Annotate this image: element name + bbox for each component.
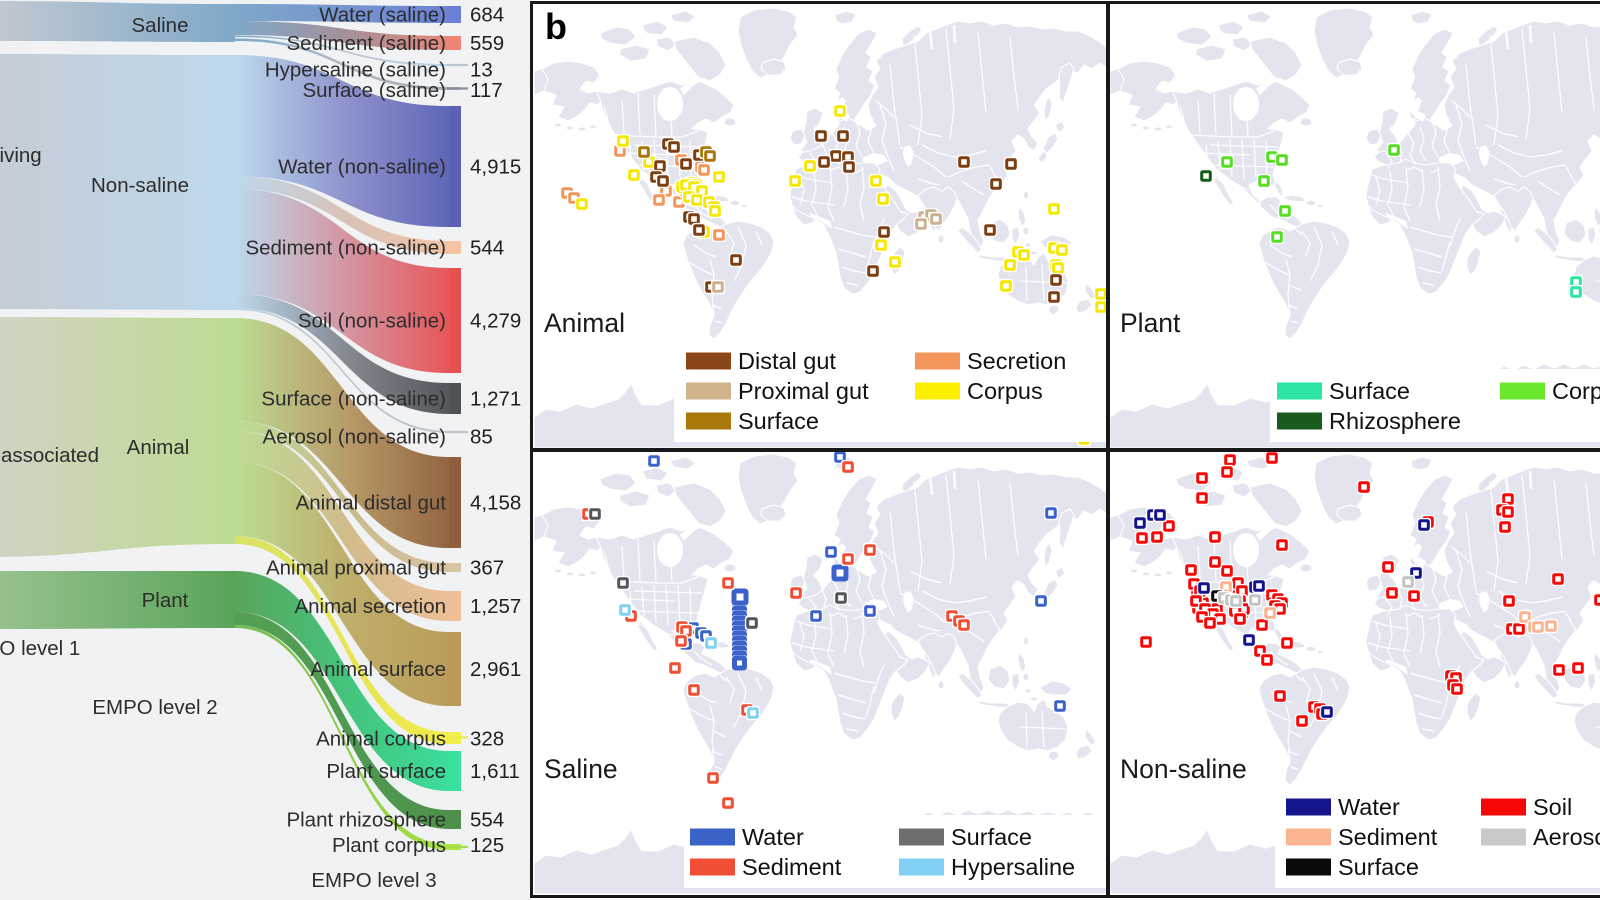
svg-text:Rhizosphere: Rhizosphere xyxy=(1329,408,1461,434)
svg-text:117: 117 xyxy=(470,79,503,102)
svg-text:Saline: Saline xyxy=(132,14,189,37)
svg-text:Plant: Plant xyxy=(142,589,189,612)
svg-text:Sediment (saline): Sediment (saline) xyxy=(286,32,446,55)
svg-text:1,611: 1,611 xyxy=(470,760,520,783)
svg-text:Animal surface: Animal surface xyxy=(310,658,446,681)
svg-text:Water: Water xyxy=(742,824,804,850)
svg-text:Plant corpus: Plant corpus xyxy=(332,834,446,857)
svg-text:Corpus: Corpus xyxy=(1552,378,1600,404)
svg-text:Animal corpus: Animal corpus xyxy=(316,728,446,751)
svg-text:Water: Water xyxy=(1338,794,1400,820)
svg-text:Aerosol: Aerosol xyxy=(1533,824,1600,850)
svg-text:Plant surface: Plant surface xyxy=(326,760,446,783)
svg-text:Aerosol (non-saline): Aerosol (non-saline) xyxy=(263,426,446,449)
svg-text:EMPO level 1: EMPO level 1 xyxy=(0,637,80,660)
svg-text:Secretion: Secretion xyxy=(967,348,1066,374)
svg-text:4,158: 4,158 xyxy=(470,492,521,515)
svg-text:Surface: Surface xyxy=(1329,378,1410,404)
svg-text:684: 684 xyxy=(470,4,504,27)
svg-text:Hypersaline (saline): Hypersaline (saline) xyxy=(265,59,446,82)
svg-text:13: 13 xyxy=(470,59,493,82)
svg-text:Animal distal gut: Animal distal gut xyxy=(296,492,447,515)
svg-text:328: 328 xyxy=(470,728,504,751)
svg-text:Surface (saline): Surface (saline) xyxy=(302,79,446,102)
svg-text:EMPO level 3: EMPO level 3 xyxy=(311,869,436,892)
svg-text:Soil (non-saline): Soil (non-saline) xyxy=(298,310,446,333)
svg-text:125: 125 xyxy=(470,834,504,857)
svg-text:Surface: Surface xyxy=(951,824,1032,850)
svg-text:EMPO level 2: EMPO level 2 xyxy=(92,696,217,719)
svg-text:554: 554 xyxy=(470,809,504,832)
svg-text:Sediment (non-saline): Sediment (non-saline) xyxy=(245,237,446,260)
svg-text:Non-saline: Non-saline xyxy=(91,174,189,197)
svg-text:Animal proximal gut: Animal proximal gut xyxy=(266,557,446,580)
svg-text:Soil: Soil xyxy=(1533,794,1572,820)
svg-text:4,915: 4,915 xyxy=(470,156,521,179)
svg-text:367: 367 xyxy=(470,557,504,580)
svg-text:2,961: 2,961 xyxy=(470,658,521,681)
svg-text:Corpus: Corpus xyxy=(967,378,1043,404)
svg-text:1,271: 1,271 xyxy=(470,388,521,411)
svg-text:Surface: Surface xyxy=(1338,854,1419,880)
svg-text:Non-saline: Non-saline xyxy=(1120,754,1247,784)
svg-text:Free-living: Free-living xyxy=(0,144,42,167)
svg-text:559: 559 xyxy=(470,32,504,55)
svg-text:Water (non-saline): Water (non-saline) xyxy=(278,156,446,179)
svg-text:85: 85 xyxy=(470,426,493,449)
svg-text:Distal gut: Distal gut xyxy=(738,348,836,374)
svg-text:Proximal gut: Proximal gut xyxy=(738,378,869,404)
svg-text:Animal secretion: Animal secretion xyxy=(294,595,446,618)
svg-text:Surface (non-saline): Surface (non-saline) xyxy=(261,388,446,411)
svg-text:Sediment: Sediment xyxy=(742,854,842,880)
svg-text:4,279: 4,279 xyxy=(470,310,521,333)
svg-text:Water (saline): Water (saline) xyxy=(319,4,446,27)
svg-text:Surface: Surface xyxy=(738,408,819,434)
svg-text:Sediment: Sediment xyxy=(1338,824,1438,850)
svg-text:Hypersaline: Hypersaline xyxy=(951,854,1075,880)
svg-text:Host-associated: Host-associated xyxy=(0,444,99,467)
svg-text:Saline: Saline xyxy=(544,754,618,784)
svg-text:Plant rhizosphere: Plant rhizosphere xyxy=(286,809,446,832)
svg-text:1,257: 1,257 xyxy=(470,595,521,618)
svg-text:Plant: Plant xyxy=(1120,308,1181,338)
svg-text:Animal: Animal xyxy=(127,436,190,459)
svg-text:544: 544 xyxy=(470,237,504,260)
svg-text:Animal: Animal xyxy=(544,308,625,338)
